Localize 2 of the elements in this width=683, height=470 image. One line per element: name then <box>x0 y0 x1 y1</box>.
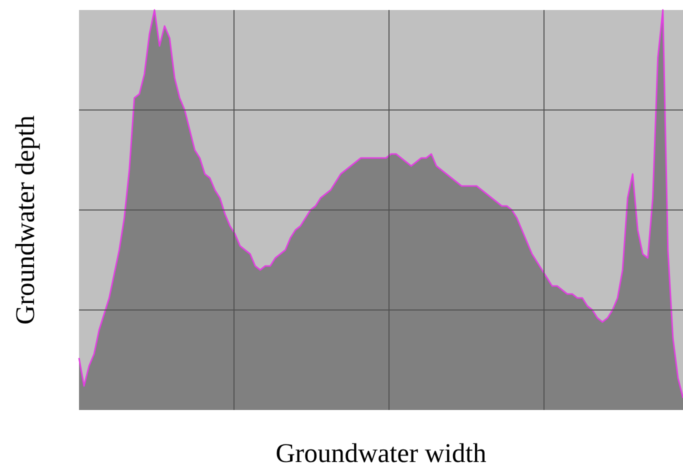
x-axis-title: Groundwater width <box>276 438 487 468</box>
y-axis-title: Groundwater depth <box>10 114 40 325</box>
